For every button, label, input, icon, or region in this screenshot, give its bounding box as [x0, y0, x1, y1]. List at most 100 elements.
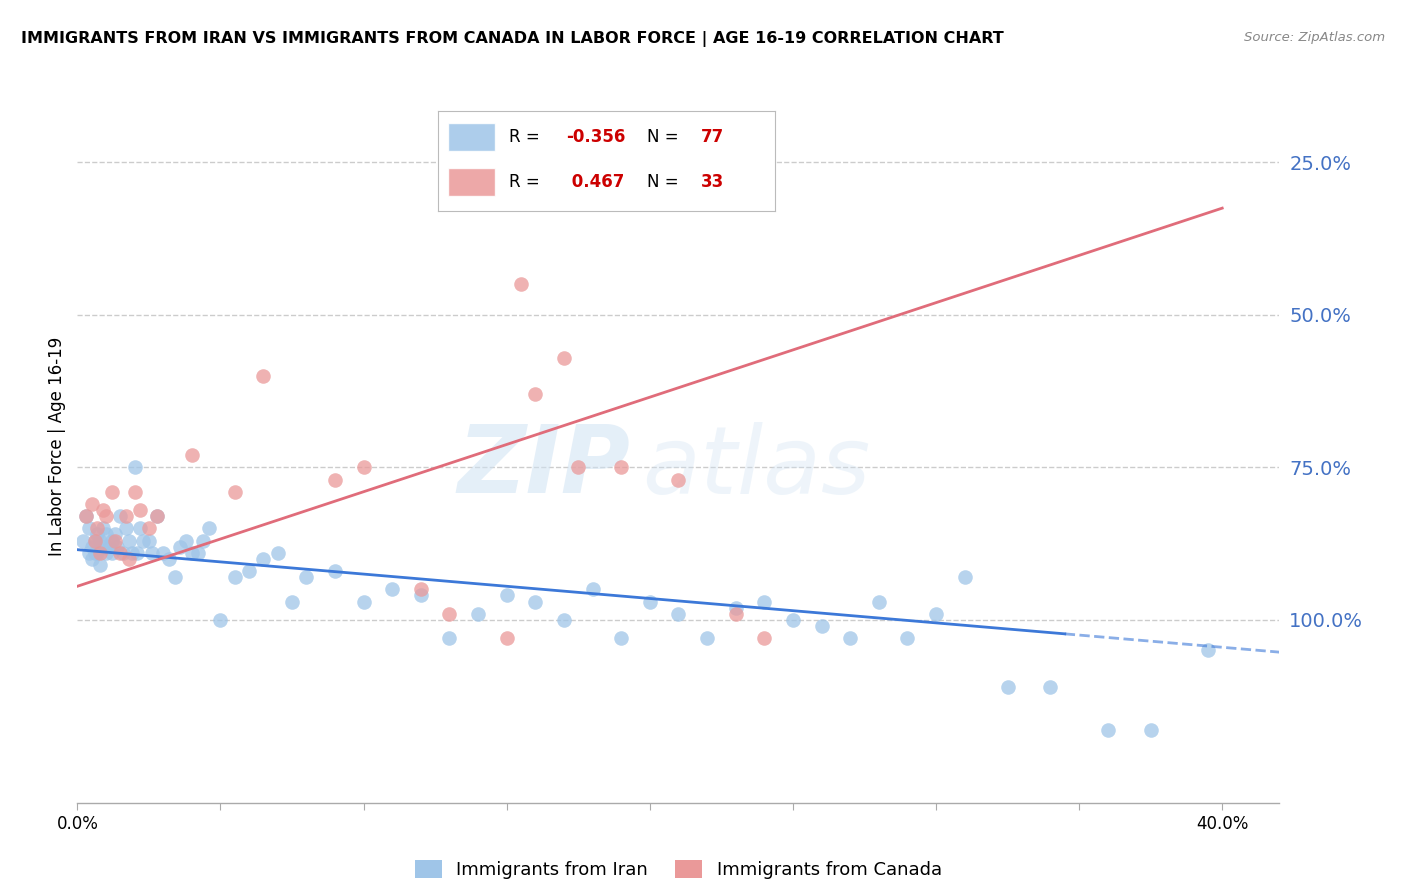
Point — [91, 540, 114, 554]
Point — [91, 521, 114, 535]
Point — [495, 589, 517, 603]
Point — [86, 546, 108, 560]
Point — [567, 460, 589, 475]
Point — [100, 546, 122, 560]
Point — [77, 521, 100, 535]
Point — [668, 473, 690, 487]
Point — [129, 521, 152, 535]
Point — [439, 631, 461, 645]
Point — [696, 631, 718, 645]
Point — [1139, 723, 1161, 737]
Point — [146, 509, 169, 524]
Point — [89, 558, 111, 572]
Text: IMMIGRANTS FROM IRAN VS IMMIGRANTS FROM CANADA IN LABOR FORCE | AGE 16-19 CORREL: IMMIGRANTS FROM IRAN VS IMMIGRANTS FROM … — [21, 31, 1004, 47]
Point — [94, 546, 117, 560]
Point — [281, 594, 304, 608]
Point — [91, 503, 114, 517]
Point — [89, 533, 111, 548]
Point — [110, 546, 132, 560]
Point — [157, 551, 180, 566]
Point — [80, 551, 103, 566]
Point — [409, 589, 432, 603]
Point — [553, 351, 575, 365]
Text: atlas: atlas — [643, 422, 870, 513]
Point — [124, 484, 146, 499]
Point — [610, 631, 633, 645]
Point — [638, 594, 661, 608]
Point — [103, 533, 125, 548]
Point — [1039, 680, 1062, 694]
Point — [138, 521, 160, 535]
Point — [495, 631, 517, 645]
Point — [174, 533, 197, 548]
Point — [868, 594, 890, 608]
Point — [112, 546, 135, 560]
Point — [115, 521, 138, 535]
Point — [323, 564, 346, 578]
Point — [224, 484, 246, 499]
Point — [121, 546, 143, 560]
Point — [610, 460, 633, 475]
Point — [94, 509, 117, 524]
Point — [668, 607, 690, 621]
Point — [510, 277, 533, 292]
Point — [129, 503, 152, 517]
Point — [524, 387, 547, 401]
Point — [89, 546, 111, 560]
Point — [118, 533, 141, 548]
Point — [238, 564, 260, 578]
Point — [439, 607, 461, 621]
Point — [77, 546, 100, 560]
Point — [1097, 723, 1119, 737]
Point — [127, 546, 149, 560]
Point — [86, 521, 108, 535]
Point — [80, 497, 103, 511]
Point — [86, 527, 108, 541]
Point — [180, 448, 202, 462]
Point — [83, 533, 105, 548]
Point — [169, 540, 191, 554]
Point — [295, 570, 318, 584]
Point — [381, 582, 404, 597]
Point — [72, 533, 94, 548]
Point — [323, 473, 346, 487]
Point — [94, 527, 117, 541]
Point — [152, 546, 174, 560]
Point — [80, 540, 103, 554]
Point — [198, 521, 221, 535]
Point — [997, 680, 1019, 694]
Point — [193, 533, 215, 548]
Point — [124, 460, 146, 475]
Point — [1197, 643, 1219, 657]
Point — [925, 607, 948, 621]
Point — [83, 533, 105, 548]
Legend: Immigrants from Iran, Immigrants from Canada: Immigrants from Iran, Immigrants from Ca… — [408, 853, 949, 887]
Point — [146, 509, 169, 524]
Point — [224, 570, 246, 584]
Point — [100, 533, 122, 548]
Point — [252, 368, 274, 383]
Point — [754, 594, 776, 608]
Point — [754, 631, 776, 645]
Point — [252, 551, 274, 566]
Point — [353, 594, 375, 608]
Point — [209, 613, 232, 627]
Point — [187, 546, 209, 560]
Point — [581, 582, 603, 597]
Point — [163, 570, 186, 584]
Point — [103, 527, 125, 541]
Point — [782, 613, 804, 627]
Point — [97, 540, 120, 554]
Point — [409, 582, 432, 597]
Point — [138, 533, 160, 548]
Point — [115, 509, 138, 524]
Point — [107, 540, 129, 554]
Point — [267, 546, 290, 560]
Point — [896, 631, 918, 645]
Point — [180, 546, 202, 560]
Point — [839, 631, 862, 645]
Point — [953, 570, 976, 584]
Text: Source: ZipAtlas.com: Source: ZipAtlas.com — [1244, 31, 1385, 45]
Point — [118, 551, 141, 566]
Point — [524, 594, 547, 608]
